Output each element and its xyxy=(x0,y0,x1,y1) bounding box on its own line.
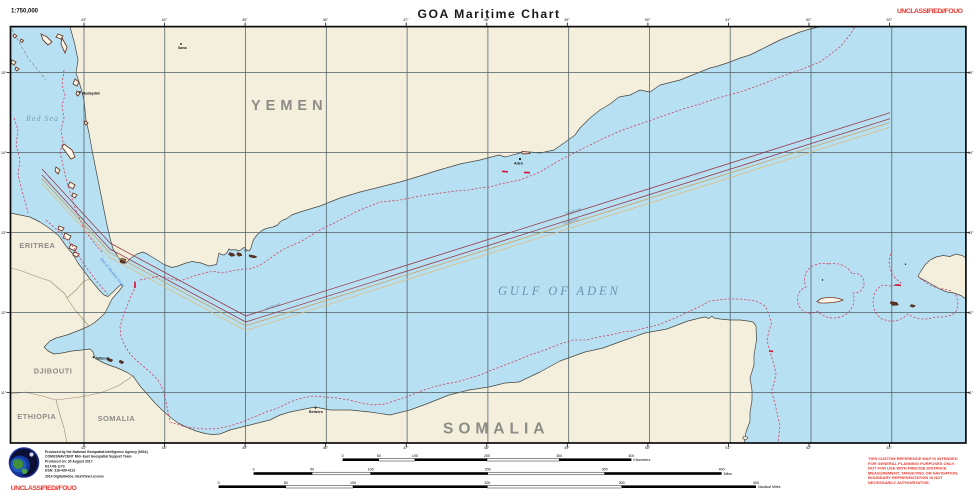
svg-text:45°: 45° xyxy=(242,18,248,22)
svg-text:13°: 13° xyxy=(1,231,7,235)
svg-text:51°: 51° xyxy=(725,18,731,22)
svg-text:1:750,000: 1:750,000 xyxy=(11,9,39,15)
svg-text:11°: 11° xyxy=(968,391,974,395)
svg-text:0: 0 xyxy=(342,454,344,458)
svg-text:100: 100 xyxy=(368,468,374,472)
svg-text:GULF OF ADEN: GULF OF ADEN xyxy=(498,284,621,298)
svg-text:14°: 14° xyxy=(1,151,7,155)
svg-text:Kilometers: Kilometers xyxy=(633,458,650,462)
svg-text:NECESSARILY AUTHORITATIVE.: NECESSARILY AUTHORITATIVE. xyxy=(868,480,930,485)
svg-text:SOMALIA: SOMALIA xyxy=(98,414,136,423)
svg-text:200: 200 xyxy=(485,468,491,472)
svg-text:43°: 43° xyxy=(81,446,87,450)
svg-text:49°: 49° xyxy=(564,446,570,450)
svg-text:400: 400 xyxy=(753,481,759,485)
svg-text:DJIBOUTI: DJIBOUTI xyxy=(34,367,73,376)
svg-text:Hudaydah: Hudaydah xyxy=(83,92,100,96)
svg-text:50°: 50° xyxy=(645,446,651,450)
svg-text:53°: 53° xyxy=(887,18,893,22)
svg-text:50°: 50° xyxy=(645,18,651,22)
svg-text:100: 100 xyxy=(350,481,356,485)
svg-text:MEASUREMENT, TARGETING OR NAVI: MEASUREMENT, TARGETING OR NAVIGATION. xyxy=(868,470,958,475)
svg-text:DSN: 318-439-4113: DSN: 318-439-4113 xyxy=(45,469,75,473)
svg-text:44°: 44° xyxy=(162,18,168,22)
svg-text:50: 50 xyxy=(377,454,381,458)
svg-text:300: 300 xyxy=(619,481,625,485)
svg-text:BOUNDARY REPRESENTATION IS NOT: BOUNDARY REPRESENTATION IS NOT xyxy=(868,475,943,480)
svg-text:15°: 15° xyxy=(968,71,974,75)
svg-text:47°: 47° xyxy=(403,18,409,22)
svg-text:0: 0 xyxy=(253,468,255,472)
svg-text:50: 50 xyxy=(284,481,288,485)
svg-text:THIS CUSTOM REFERENCE MAP IS I: THIS CUSTOM REFERENCE MAP IS INTENDED xyxy=(868,456,958,461)
svg-text:47°: 47° xyxy=(403,446,409,450)
svg-text:UNCLASSIFIED//FOUO: UNCLASSIFIED//FOUO xyxy=(11,485,77,492)
svg-text:46°: 46° xyxy=(323,18,329,22)
svg-text:Produced by the National Geosp: Produced by the National Geospatial-Inte… xyxy=(45,450,148,454)
svg-text:Djibouti: Djibouti xyxy=(96,357,109,361)
svg-text:NOT FOR USE WITH PRECISE DISTA: NOT FOR USE WITH PRECISE DISTANCE xyxy=(868,466,947,471)
svg-text:Eastbound: Eastbound xyxy=(265,302,281,310)
svg-text:11°: 11° xyxy=(1,391,7,395)
svg-text:50: 50 xyxy=(310,468,314,472)
svg-text:49°: 49° xyxy=(564,18,570,22)
svg-text:Sana: Sana xyxy=(178,46,188,50)
svg-text:13°: 13° xyxy=(968,231,974,235)
svg-text:N17-08-1173: N17-08-1173 xyxy=(45,464,65,468)
svg-text:48°: 48° xyxy=(484,446,490,450)
svg-text:51°: 51° xyxy=(725,446,731,450)
svg-text:45°: 45° xyxy=(242,446,248,450)
svg-text:Westbound: Westbound xyxy=(565,207,582,216)
svg-text:100: 100 xyxy=(412,454,418,458)
svg-text:44°: 44° xyxy=(162,446,168,450)
svg-text:300: 300 xyxy=(556,454,562,458)
svg-text:43°: 43° xyxy=(81,18,87,22)
svg-text:53°: 53° xyxy=(887,446,893,450)
svg-text:400: 400 xyxy=(719,468,725,472)
svg-text:200: 200 xyxy=(484,481,490,485)
svg-text:Aden: Aden xyxy=(514,162,523,166)
svg-text:Miles: Miles xyxy=(724,472,733,476)
svg-text:0: 0 xyxy=(218,481,220,485)
svg-text:12°: 12° xyxy=(1,311,7,315)
svg-text:UNCLASSIFIED//FOUO: UNCLASSIFIED//FOUO xyxy=(897,8,963,15)
svg-text:FOR GENERAL PLANNING PURPOSES: FOR GENERAL PLANNING PURPOSES ONLY. xyxy=(868,461,955,466)
svg-text:15°: 15° xyxy=(1,71,7,75)
svg-text:52°: 52° xyxy=(806,18,812,22)
svg-text:GOA Maritime Chart: GOA Maritime Chart xyxy=(417,7,560,21)
svg-text:Eastbound: Eastbound xyxy=(563,217,579,225)
svg-text:SOMALIA: SOMALIA xyxy=(443,421,549,438)
svg-text:46°: 46° xyxy=(323,446,329,450)
svg-text:Produced on: 30 August 2017: Produced on: 30 August 2017 xyxy=(45,460,93,464)
svg-text:ETHIOPIA: ETHIOPIA xyxy=(17,412,56,421)
svg-text:300: 300 xyxy=(602,468,608,472)
svg-text:COMUSNAVCENT Mid- East Geospat: COMUSNAVCENT Mid- East Geospatial Suppor… xyxy=(45,455,132,459)
svg-text:400: 400 xyxy=(628,454,634,458)
svg-text:52°: 52° xyxy=(806,446,812,450)
svg-text:Red Sea: Red Sea xyxy=(25,114,59,123)
svg-text:12°: 12° xyxy=(968,311,974,315)
svg-text:200: 200 xyxy=(484,454,490,458)
svg-text:Berbera: Berbera xyxy=(309,410,324,414)
svg-text:YEMEN: YEMEN xyxy=(251,98,328,114)
svg-text:14°: 14° xyxy=(968,151,974,155)
svg-text:ERITREA: ERITREA xyxy=(19,241,55,250)
svg-text:Nautical Miles: Nautical Miles xyxy=(758,485,781,489)
svg-text:2014 DigitalGlobe, NextView Li: 2014 DigitalGlobe, NextView License xyxy=(45,474,104,478)
svg-text:48°: 48° xyxy=(484,18,490,22)
